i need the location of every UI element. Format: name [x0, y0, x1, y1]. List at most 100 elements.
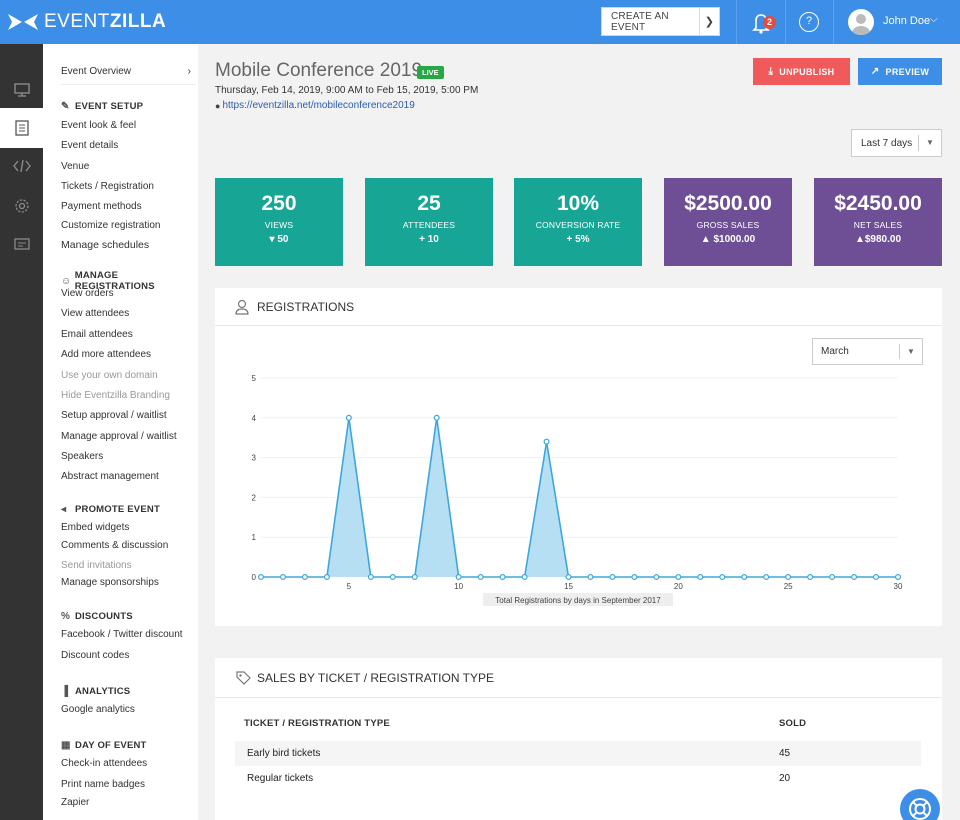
- unpublish-button[interactable]: ⤓ UNPUBLISH: [753, 58, 850, 85]
- sidebar-item-send-invitations[interactable]: Send invitations: [61, 560, 132, 571]
- sidebar-item-abstract-management[interactable]: Abstract management: [61, 471, 159, 482]
- preview-button[interactable]: ↗ PREVIEW: [858, 58, 942, 85]
- stat-label: GROSS SALES: [696, 220, 760, 230]
- chart-y-tick-label: 3: [252, 454, 257, 463]
- unpublish-label: UNPUBLISH: [779, 66, 835, 77]
- avatar[interactable]: [848, 9, 874, 35]
- code-icon: [12, 159, 31, 173]
- sidebar-item-tickets-registration[interactable]: Tickets / Registration: [61, 181, 154, 192]
- month-select[interactable]: March ▼: [812, 338, 923, 365]
- sales-header: SALES BY TICKET / REGISTRATION TYPE: [215, 658, 942, 698]
- chart-data-point: [697, 574, 704, 581]
- stat-change: + 10: [419, 234, 439, 245]
- sidebar-item-social-discount[interactable]: Facebook / Twitter discount: [61, 629, 183, 640]
- sidebar-item-sponsorships[interactable]: Manage sponsorships: [61, 577, 159, 588]
- sidebar-item-add-attendees[interactable]: Add more attendees: [61, 349, 152, 360]
- sidebar-item-payment-methods[interactable]: Payment methods: [61, 201, 142, 212]
- chart-data-point: [433, 414, 440, 421]
- lifebuoy-icon: [909, 798, 931, 820]
- sidebar-item-name-badges[interactable]: Print name badges: [61, 779, 145, 790]
- sidebar-item-event-overview[interactable]: Event Overview ›: [61, 66, 191, 77]
- rail-item-code[interactable]: [0, 146, 43, 186]
- chart-data-point: [345, 414, 352, 421]
- chart-data-point: [411, 574, 418, 581]
- chart-data-point: [851, 574, 858, 581]
- stat-value: $2450.00: [834, 192, 922, 215]
- stat-value: $2500.00: [684, 192, 772, 215]
- chart-data-point: [653, 574, 660, 581]
- chevron-down-icon[interactable]: ⌵: [930, 14, 938, 25]
- column-header-type: TICKET / REGISTRATION TYPE: [244, 718, 390, 729]
- eventzilla-logo[interactable]: EVENT ZILLA: [8, 11, 166, 33]
- sidebar-item-manage-schedules[interactable]: Manage schedules: [61, 239, 150, 251]
- chart-y-tick-label: 5: [252, 374, 257, 383]
- sidebar-item-manage-approval[interactable]: Manage approval / waitlist: [61, 431, 177, 442]
- rail-item-monitor[interactable]: [0, 70, 43, 110]
- sidebar-item-venue[interactable]: Venue: [61, 161, 90, 172]
- chart-data-point: [455, 574, 462, 581]
- sidebar-item-speakers[interactable]: Speakers: [61, 451, 104, 462]
- chart-data-point: [521, 574, 528, 581]
- chart-data-point: [763, 574, 770, 581]
- sidebar-item-email-attendees[interactable]: Email attendees: [61, 329, 133, 340]
- globe-icon: ●: [215, 100, 221, 111]
- stat-change: ▲$980.00: [854, 234, 902, 245]
- stat-value: 10%: [556, 192, 600, 215]
- create-event-button[interactable]: CREATE AN EVENT ❯: [601, 7, 720, 36]
- chart-x-tick-label: 25: [784, 582, 793, 591]
- rail-item-tickets[interactable]: [0, 224, 43, 264]
- section-heading-promote-event: ◂ PROMOTE EVENT: [61, 504, 160, 515]
- sidebar-item-event-details[interactable]: Event details: [61, 140, 119, 151]
- edit-icon: ✎: [61, 101, 70, 112]
- section-title: DISCOUNTS: [75, 611, 133, 622]
- chart-data-point: [323, 574, 330, 581]
- date-range-select[interactable]: Last 7 days ▼: [851, 129, 942, 157]
- sidebar-item-setup-approval[interactable]: Setup approval / waitlist: [61, 410, 167, 421]
- sidebar-item-embed-widgets[interactable]: Embed widgets: [61, 522, 130, 533]
- stat-label: NET SALES: [853, 220, 903, 230]
- ticket-type-cell: Early bird tickets: [247, 748, 321, 759]
- rail-item-calendar-list[interactable]: [0, 108, 43, 148]
- sidebar-item-comments[interactable]: Comments & discussion: [61, 540, 169, 551]
- rail-item-settings[interactable]: [0, 186, 43, 226]
- registrations-chart: 0 1 2 3 4 5 5 10 15 20 25 30 Total Registrations b…: [252, 374, 903, 606]
- event-date-range: Thursday, Feb 14, 2019, 9:00 AM to Feb 1…: [215, 85, 479, 96]
- bar-chart-icon: ▐: [61, 686, 69, 697]
- section-heading-manage-registrations: ☺ MANAGE REGISTRATIONS: [61, 270, 198, 292]
- help-icon[interactable]: ?: [799, 12, 819, 32]
- sidebar-item-own-domain[interactable]: Use your own domain: [61, 370, 158, 381]
- section-heading-event-setup: ✎ EVENT SETUP: [61, 101, 143, 112]
- sidebar-item-zapier[interactable]: Zapier: [61, 797, 90, 808]
- support-button[interactable]: [900, 789, 940, 820]
- chart-caption-background: [483, 593, 673, 606]
- chart-data-point: [609, 574, 616, 581]
- section-title: ANALYTICS: [75, 686, 131, 697]
- chart-data-point: [279, 574, 286, 581]
- sidebar-item-discount-codes[interactable]: Discount codes: [61, 650, 130, 661]
- event-url-link[interactable]: ● https://eventzilla.net/mobileconferenc…: [215, 100, 415, 111]
- sidebar-item-look-feel[interactable]: Event look & feel: [61, 120, 137, 131]
- sidebar-item-view-orders[interactable]: View orders: [61, 288, 114, 299]
- registrations-title: REGISTRATIONS: [257, 299, 355, 314]
- sidebar-item-view-attendees[interactable]: View attendees: [61, 308, 130, 319]
- chart-x-axis-label: Total Registrations by days in September…: [495, 596, 661, 605]
- column-header-sold: SOLD: [779, 718, 807, 729]
- sidebar-item-google-analytics[interactable]: Google analytics: [61, 704, 135, 715]
- chart-data-point: [785, 574, 792, 581]
- chart-data-point: [565, 574, 572, 581]
- logo-icon: [8, 14, 38, 30]
- status-badge: LIVE: [417, 66, 444, 79]
- sidebar-item-check-in[interactable]: Check-in attendees: [61, 758, 148, 769]
- registrations-header: REGISTRATIONS: [215, 288, 942, 326]
- user-name[interactable]: John Doe: [883, 15, 931, 27]
- section-title: PROMOTE EVENT: [75, 504, 160, 515]
- logo-text-bold: ZILLA: [109, 11, 167, 32]
- external-link-icon: ↗: [870, 66, 880, 77]
- sidebar: Event Overview › ✎ EVENT SETUP Event loo…: [43, 44, 198, 820]
- chart-data-point: [894, 574, 901, 581]
- chart-x-tick-label: 5: [347, 582, 352, 591]
- sidebar-item-hide-branding[interactable]: Hide Eventzilla Branding: [61, 390, 170, 401]
- sales-title: SALES BY TICKET / REGISTRATION TYPE: [257, 670, 494, 685]
- sidebar-item-customize-registration[interactable]: Customize registration: [61, 220, 161, 231]
- chart-data-point: [257, 574, 264, 581]
